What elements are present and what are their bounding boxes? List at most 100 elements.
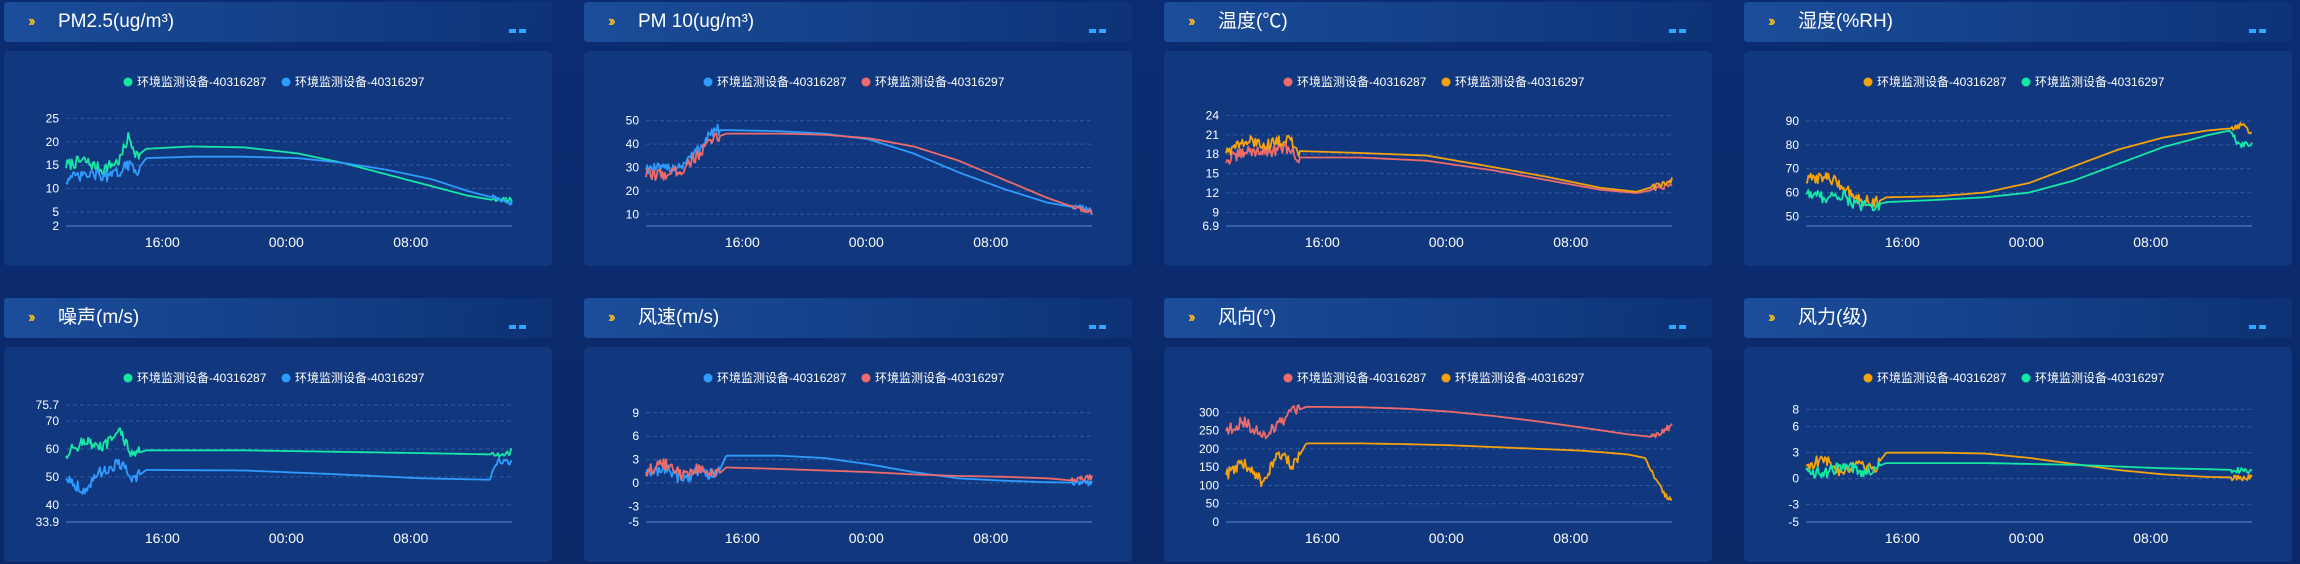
series-line[interactable]: [1225, 134, 1673, 193]
x-tick-label: 16:00: [725, 234, 760, 250]
chart-body: -5 -3 0 3 6 9 16:00 00:00 08:00 环境监测设备-40316287 环境…: [584, 347, 1132, 562]
legend-marker: [861, 373, 871, 383]
y-tick-label: 8: [1792, 402, 1799, 416]
y-tick-label: -3: [628, 499, 639, 513]
chart-panel: ›› 湿度(%RH) 50 60 70 80 90 16:00 00:00 08:00 环境监测设…: [1744, 2, 2292, 266]
y-tick-label: 20: [626, 184, 640, 198]
y-tick-label: 40: [46, 498, 60, 512]
double-chevron-right-icon: ››: [1188, 309, 1195, 326]
double-chevron-right-icon: ››: [1768, 13, 1775, 30]
chart-body: 0 50 100 150 200 250 300 16:00 00:00 08:00 环境监测设备-…: [1164, 347, 1712, 562]
series-line[interactable]: [1225, 442, 1673, 501]
x-tick-label: 16:00: [1885, 234, 1920, 250]
panel-title: 风力(级): [1798, 307, 1868, 328]
y-tick-label: 3: [632, 453, 639, 467]
legend-label[interactable]: 环境监测设备-40316287: [717, 74, 847, 89]
y-tick-label: 40: [626, 137, 640, 151]
series-line[interactable]: [1225, 404, 1673, 440]
series-line[interactable]: [1805, 451, 2253, 482]
series-line[interactable]: [65, 427, 513, 460]
header-dots-icon: [1086, 316, 1106, 334]
chart-body: 6.9 9 12 15 18 21 24 16:00 00:00 08:00 环境监测设备-4031…: [1164, 51, 1712, 266]
x-tick-label: 16:00: [1885, 530, 1920, 546]
y-tick-label: 9: [1212, 205, 1219, 219]
chart-panel: ›› PM 10(ug/m³) 10 20 30 40 50 16:00 00:00 08:00…: [584, 2, 1132, 266]
y-tick-label: -5: [1788, 515, 1799, 529]
header-dots-icon: [2246, 316, 2266, 334]
header-dots-icon: [1086, 20, 1106, 38]
legend-label[interactable]: 环境监测设备-40316297: [295, 74, 425, 89]
y-tick-label: 100: [1199, 478, 1219, 492]
legend-label[interactable]: 环境监测设备-40316297: [875, 370, 1005, 385]
series-line[interactable]: [1805, 461, 2253, 479]
chart-panel: ›› 噪声(m/s) 33.9 40 50 60 70 75.7 16:00 00:00 08:0…: [4, 298, 552, 562]
x-tick-label: 08:00: [973, 530, 1008, 546]
chart-panel: ›› PM2.5(ug/m³) 2 5 10 15 20 25 16:00 00:00 08:00…: [4, 2, 552, 266]
y-tick-label: 10: [626, 207, 640, 221]
legend-label[interactable]: 环境监测设备-40316297: [875, 74, 1005, 89]
x-tick-label: 08:00: [2133, 530, 2168, 546]
legend-label[interactable]: 环境监测设备-40316297: [295, 370, 425, 385]
series-line[interactable]: [1225, 141, 1673, 194]
y-tick-label: 60: [46, 442, 60, 456]
series-line[interactable]: [1805, 121, 2253, 208]
y-tick-label: 0: [1792, 472, 1799, 486]
series-line[interactable]: [65, 457, 513, 495]
x-tick-label: 08:00: [1553, 234, 1588, 250]
series-line[interactable]: [645, 454, 1093, 487]
x-tick-label: 00:00: [2009, 234, 2044, 250]
header-dots-icon: [506, 20, 526, 38]
chart-body: 10 20 30 40 50 16:00 00:00 08:00 环境监测设备-40316287…: [584, 51, 1132, 266]
x-tick-label: 08:00: [1553, 530, 1588, 546]
y-tick-label: 12: [1206, 186, 1220, 200]
y-tick-label: 75.7: [36, 398, 60, 412]
legend-marker: [1283, 77, 1293, 87]
panel-title: 湿度(%RH): [1798, 11, 1893, 32]
legend-marker: [281, 373, 291, 383]
series-line[interactable]: [65, 131, 513, 203]
y-tick-label: 30: [626, 161, 640, 175]
y-tick-label: 0: [632, 476, 639, 490]
series-line[interactable]: [645, 132, 1093, 215]
series-line[interactable]: [645, 123, 1093, 214]
panel-title: PM2.5(ug/m³): [58, 11, 175, 32]
legend-label[interactable]: 环境监测设备-40316287: [137, 370, 267, 385]
legend-label[interactable]: 环境监测设备-40316287: [1877, 370, 2007, 385]
y-tick-label: 50: [1786, 209, 1800, 223]
legend-label[interactable]: 环境监测设备-40316287: [1877, 74, 2007, 89]
double-chevron-right-icon: ››: [28, 309, 35, 326]
y-tick-label: 18: [1206, 147, 1220, 161]
legend-marker: [703, 77, 713, 87]
panel-header: ›› 风速(m/s): [584, 298, 1132, 338]
panel-title: 噪声(m/s): [58, 307, 140, 328]
legend-label[interactable]: 环境监测设备-40316287: [137, 74, 267, 89]
line-chart: 33.9 40 50 60 70 75.7 16:00 00:00 08:00 环境监测设备-40…: [36, 370, 513, 546]
series-line[interactable]: [65, 155, 513, 206]
legend-marker: [861, 77, 871, 87]
series-line[interactable]: [645, 458, 1093, 483]
chart-panel: ›› 风力(级) -5 -3 0 3 6 8 16:00 00:00 08:00 环境监测设备-40…: [1744, 298, 2292, 562]
x-tick-label: 08:00: [973, 234, 1008, 250]
x-tick-label: 16:00: [725, 530, 760, 546]
legend-label[interactable]: 环境监测设备-40316297: [2035, 74, 2165, 89]
double-chevron-right-icon: ››: [1188, 13, 1195, 30]
legend-marker: [2021, 77, 2031, 87]
double-chevron-right-icon: ››: [608, 13, 615, 30]
legend-label[interactable]: 环境监测设备-40316297: [2035, 370, 2165, 385]
series-line[interactable]: [1805, 129, 2253, 212]
legend-label[interactable]: 环境监测设备-40316287: [717, 370, 847, 385]
y-tick-label: 200: [1199, 442, 1219, 456]
panel-header: ›› 风向(°): [1164, 298, 1712, 338]
y-tick-label: 21: [1206, 128, 1220, 142]
y-tick-label: 70: [46, 414, 60, 428]
x-tick-label: 08:00: [393, 530, 428, 546]
legend-label[interactable]: 环境监测设备-40316287: [1297, 370, 1427, 385]
line-chart: 50 60 70 80 90 16:00 00:00 08:00 环境监测设备-40316287…: [1786, 74, 2253, 250]
header-dots-icon: [1666, 316, 1686, 334]
legend-label[interactable]: 环境监测设备-40316297: [1455, 74, 1585, 89]
legend-label[interactable]: 环境监测设备-40316297: [1455, 370, 1585, 385]
y-tick-label: 15: [46, 158, 60, 172]
legend-label[interactable]: 环境监测设备-40316287: [1297, 74, 1427, 89]
line-chart: -5 -3 0 3 6 8 16:00 00:00 08:00 环境监测设备-40316287 环境…: [1788, 370, 2253, 546]
y-tick-label: 60: [1786, 186, 1800, 200]
